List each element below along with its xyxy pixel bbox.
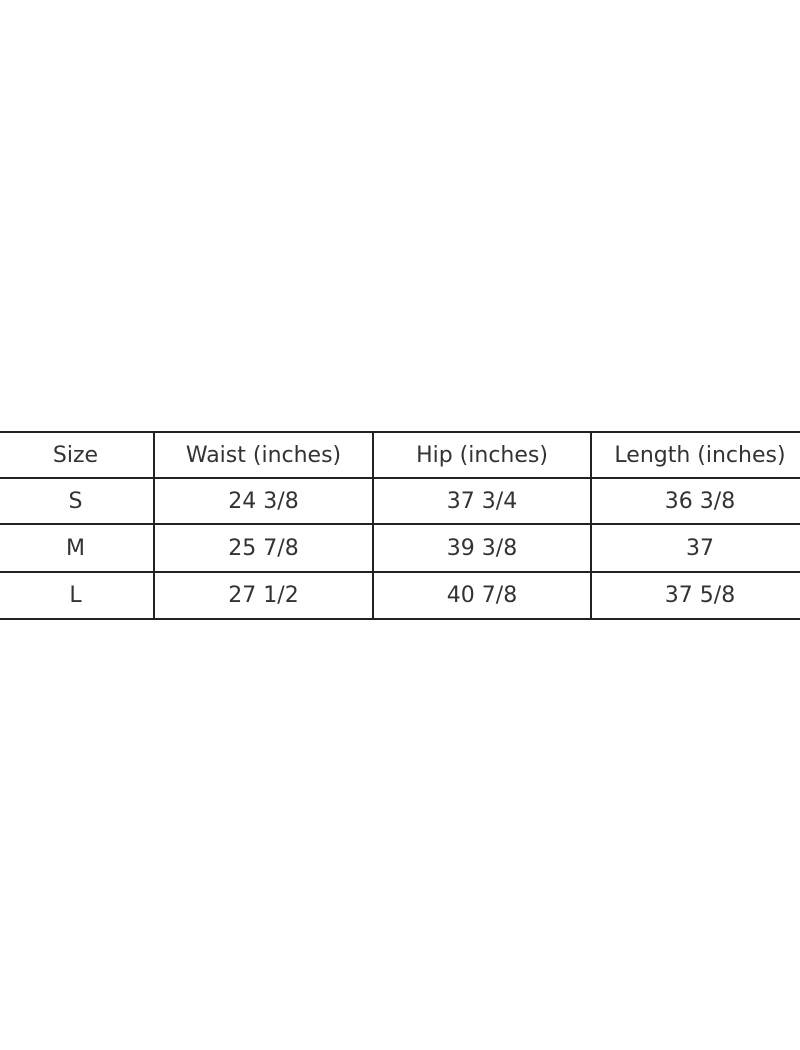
- cell-hip: 37 3/4: [372, 477, 592, 525]
- cell-size: S: [0, 477, 155, 525]
- header-waist: Waist (inches): [153, 431, 374, 479]
- header-row: Size Waist (inches) Hip (inches) Length …: [0, 431, 800, 479]
- table-row: L 27 1/2 40 7/8 37 5/8: [0, 571, 800, 620]
- table-row: M 25 7/8 39 3/8 37: [0, 523, 800, 573]
- cell-length: 37 5/8: [590, 571, 800, 620]
- table-row: S 24 3/8 37 3/4 36 3/8: [0, 477, 800, 525]
- cell-length: 36 3/8: [590, 477, 800, 525]
- cell-hip: 39 3/8: [372, 523, 592, 573]
- cell-length: 37: [590, 523, 800, 573]
- cell-waist: 27 1/2: [153, 571, 374, 620]
- cell-hip: 40 7/8: [372, 571, 592, 620]
- cell-size: L: [0, 571, 155, 620]
- header-size: Size: [0, 431, 155, 479]
- header-hip: Hip (inches): [372, 431, 592, 479]
- cell-size: M: [0, 523, 155, 573]
- cell-waist: 25 7/8: [153, 523, 374, 573]
- header-length: Length (inches): [590, 431, 800, 479]
- size-chart-table: Size Waist (inches) Hip (inches) Length …: [0, 431, 800, 620]
- cell-waist: 24 3/8: [153, 477, 374, 525]
